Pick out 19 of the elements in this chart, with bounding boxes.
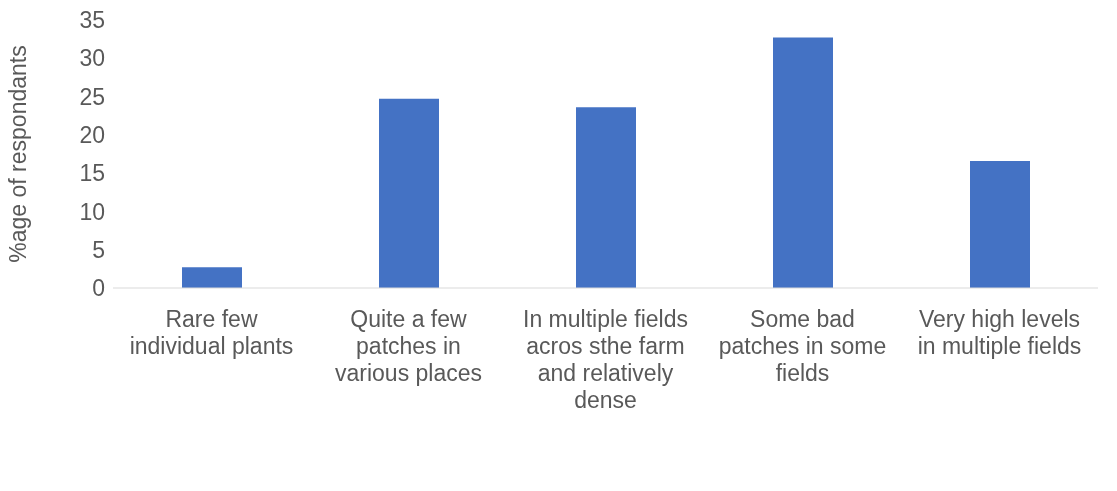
y-tick-label: 5 [92,236,105,263]
y-tick-label: 35 [79,7,105,34]
bar [576,107,636,288]
y-tick-label: 20 [79,122,105,149]
x-tick-label: Quite a few patches in various places [334,305,483,386]
x-tick-label: Rare few individual plants [129,305,294,359]
x-tick-label: Very high levels in multiple fields [917,305,1082,359]
bar [970,160,1030,288]
y-tick-label: 15 [79,160,105,187]
bar [379,98,439,288]
y-tick-label: 25 [79,83,105,110]
x-tick-label: In multiple fields acros sthe farm and relatively dense [523,305,688,414]
x-tick-label: Some bad patches in some fields [718,305,887,386]
y-tick-label: 30 [79,45,105,72]
y-axis-title: %age of respondants [5,45,32,263]
bar [773,37,833,288]
y-tick-label: 10 [79,198,105,225]
y-tick-label: 0 [92,275,105,302]
bar [182,267,242,288]
